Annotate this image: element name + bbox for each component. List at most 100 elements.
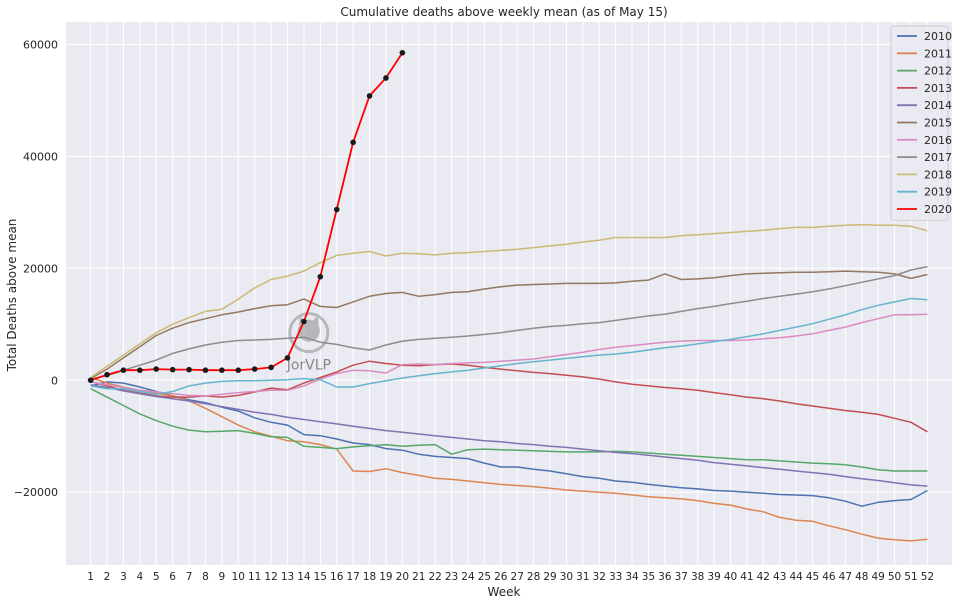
x-tick-label: 4 bbox=[136, 571, 143, 583]
x-tick-label: 6 bbox=[169, 571, 176, 583]
x-tick-label: 7 bbox=[186, 571, 193, 583]
x-tick-label: 31 bbox=[576, 571, 589, 583]
chart-title: Cumulative deaths above weekly mean (as … bbox=[340, 5, 667, 19]
y-tick-label: 0 bbox=[51, 374, 58, 387]
plot-background bbox=[66, 22, 952, 565]
series-line-2013 bbox=[90, 360, 928, 433]
legend-label-2017: 2017 bbox=[924, 151, 952, 164]
watermark-cat-head bbox=[297, 319, 320, 342]
x-tick-label: 38 bbox=[691, 571, 704, 583]
data-point-2020 bbox=[317, 273, 324, 280]
series-line-2015 bbox=[90, 270, 928, 380]
watermark-cat-ear bbox=[311, 315, 319, 325]
legend-label-2020: 2020 bbox=[924, 203, 952, 216]
data-point-2020 bbox=[186, 366, 192, 373]
x-tick-label: 10 bbox=[232, 571, 245, 583]
x-tick-label: 27 bbox=[511, 571, 524, 583]
x-tick-label: 15 bbox=[314, 571, 327, 583]
x-tick-label: 32 bbox=[593, 571, 606, 583]
x-tick-label: 42 bbox=[757, 571, 770, 583]
data-point-2020 bbox=[104, 371, 110, 378]
data-point-2020 bbox=[235, 367, 242, 373]
x-tick-label: 41 bbox=[740, 571, 753, 583]
x-tick-label: 46 bbox=[822, 571, 836, 583]
x-tick-label: 22 bbox=[428, 571, 441, 583]
x-tick-label: 14 bbox=[297, 571, 311, 583]
data-point-2020 bbox=[169, 366, 176, 373]
x-tick-label: 43 bbox=[773, 571, 786, 583]
data-point-2020 bbox=[87, 377, 94, 384]
x-tick-label: 35 bbox=[642, 571, 655, 583]
x-axis-label: Week bbox=[488, 585, 521, 599]
data-point-2020 bbox=[399, 49, 406, 56]
series-line-2011 bbox=[90, 376, 928, 542]
y-axis-label: Total Deaths above mean bbox=[5, 219, 19, 373]
x-tick-label: 29 bbox=[543, 571, 556, 583]
x-tick-label: 34 bbox=[625, 571, 639, 583]
x-tick-label: 11 bbox=[248, 571, 261, 583]
data-point-2020 bbox=[251, 366, 258, 372]
x-tick-label: 51 bbox=[904, 571, 917, 583]
x-tick-label: 39 bbox=[707, 571, 720, 583]
x-tick-label: 2 bbox=[104, 571, 111, 583]
watermark-text: JorVLP bbox=[286, 358, 331, 374]
data-point-2020 bbox=[268, 364, 274, 371]
x-tick-label: 18 bbox=[363, 571, 376, 583]
y-tick-label: 60000 bbox=[23, 38, 58, 51]
x-tick-label: 19 bbox=[379, 571, 392, 583]
x-tick-label: 37 bbox=[675, 571, 688, 583]
x-tick-label: 50 bbox=[888, 571, 901, 583]
legend-label-2014: 2014 bbox=[924, 99, 952, 112]
x-tick-label: 20 bbox=[396, 571, 409, 583]
data-point-2020 bbox=[284, 355, 291, 361]
x-tick-label: 33 bbox=[609, 571, 622, 583]
data-point-2020 bbox=[366, 93, 373, 99]
x-tick-label: 24 bbox=[461, 571, 475, 583]
legend-label-2019: 2019 bbox=[924, 186, 952, 199]
series-line-2016 bbox=[90, 313, 928, 397]
legend-label-2012: 2012 bbox=[924, 65, 952, 78]
series-line-2010 bbox=[90, 381, 928, 507]
x-tick-label: 1 bbox=[87, 571, 94, 583]
data-point-2020 bbox=[137, 367, 143, 373]
x-tick-label: 16 bbox=[330, 571, 344, 583]
x-tick-label: 8 bbox=[202, 571, 209, 583]
watermark-ring bbox=[288, 312, 330, 354]
series-line-2012 bbox=[90, 388, 928, 472]
x-tick-label: 26 bbox=[494, 571, 508, 583]
x-tick-label: 30 bbox=[560, 571, 573, 583]
y-tick-label: −20000 bbox=[14, 486, 58, 499]
data-point-2020 bbox=[153, 366, 160, 372]
x-tick-label: 5 bbox=[153, 571, 160, 583]
x-tick-label: 40 bbox=[724, 571, 737, 583]
x-tick-label: 12 bbox=[264, 571, 277, 583]
data-point-2020 bbox=[350, 139, 356, 146]
y-tick-label: 40000 bbox=[23, 150, 58, 163]
data-point-2020 bbox=[120, 367, 127, 373]
legend-box bbox=[890, 25, 949, 221]
legend-label-2010: 2010 bbox=[924, 30, 952, 43]
legend-label-2013: 2013 bbox=[924, 82, 952, 95]
x-tick-label: 3 bbox=[120, 571, 127, 583]
data-point-2020 bbox=[383, 75, 389, 81]
x-tick-label: 28 bbox=[527, 571, 540, 583]
data-point-2020 bbox=[333, 206, 340, 213]
series-line-2017 bbox=[90, 265, 928, 380]
y-tick-label: 20000 bbox=[23, 262, 58, 275]
x-tick-label: 23 bbox=[445, 571, 458, 583]
x-tick-label: 47 bbox=[839, 571, 852, 583]
legend-label-2016: 2016 bbox=[924, 134, 952, 147]
legend-label-2018: 2018 bbox=[924, 168, 952, 181]
legend-label-2015: 2015 bbox=[924, 117, 952, 130]
x-tick-label: 45 bbox=[806, 571, 819, 583]
x-tick-label: 9 bbox=[219, 571, 226, 583]
x-tick-label: 52 bbox=[921, 571, 934, 583]
x-tick-label: 21 bbox=[412, 571, 425, 583]
data-point-2020 bbox=[301, 318, 307, 325]
x-tick-label: 48 bbox=[855, 571, 868, 583]
x-tick-label: 44 bbox=[789, 571, 803, 583]
x-tick-label: 36 bbox=[658, 571, 672, 583]
x-tick-label: 17 bbox=[346, 571, 359, 583]
